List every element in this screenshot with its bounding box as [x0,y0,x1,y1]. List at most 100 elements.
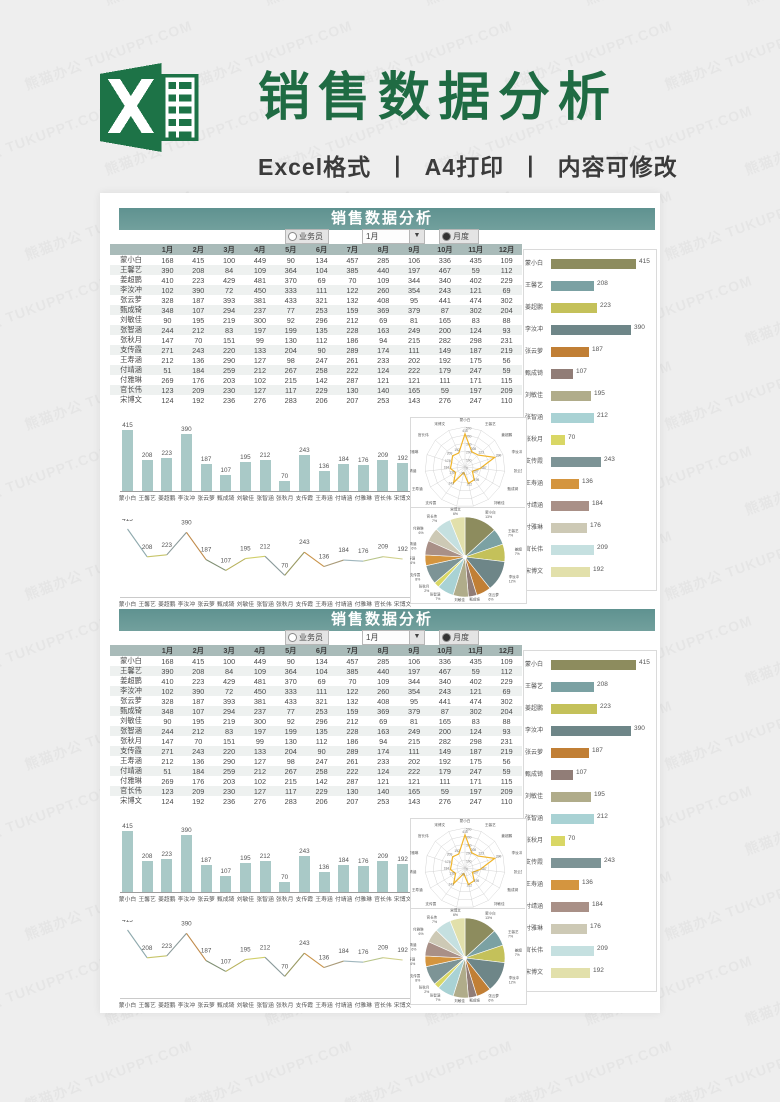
svg-text:192: 192 [397,947,408,954]
svg-text:223: 223 [478,451,484,455]
svg-text:付雅琳: 付雅琳 [413,526,424,531]
svg-text:官长伟: 官长伟 [427,914,438,919]
svg-text:姜超鹏: 姜超鹏 [515,948,522,953]
svg-text:187: 187 [481,867,487,871]
svg-text:184: 184 [338,948,349,955]
svg-text:甄成锜: 甄成锜 [469,597,480,602]
svg-text:蒙小白: 蒙小白 [460,818,471,823]
svg-text:6%: 6% [419,932,424,936]
svg-text:390: 390 [181,921,192,928]
svg-text:2%: 2% [424,589,429,593]
svg-text:7%: 7% [515,552,520,556]
svg-text:390: 390 [181,520,192,527]
svg-text:张智涵: 张智涵 [430,592,441,597]
svg-text:176: 176 [445,860,451,864]
svg-text:184: 184 [338,547,349,554]
svg-text:王寿涵: 王寿涵 [412,486,423,491]
svg-text:7%: 7% [432,519,437,523]
svg-text:208: 208 [142,544,153,551]
svg-text:6%: 6% [453,913,458,917]
svg-text:付靖涵: 付靖涵 [410,468,417,473]
svg-text:176: 176 [358,949,369,956]
svg-text:王寿涵: 王寿涵 [412,887,423,892]
svg-text:12%: 12% [509,579,516,583]
svg-text:张云萝: 张云萝 [514,869,522,874]
svg-text:官长伟: 官长伟 [427,513,438,518]
svg-text:张云萝: 张云萝 [488,993,499,998]
svg-text:0: 0 [466,467,468,471]
svg-text:200: 200 [466,852,472,856]
svg-text:李汝冲: 李汝冲 [512,449,522,454]
svg-text:7%: 7% [435,998,440,1002]
svg-text:宋博文: 宋博文 [434,822,445,827]
svg-text:刘敏佳: 刘敏佳 [454,597,465,602]
svg-text:官长伟: 官长伟 [418,833,429,838]
svg-text:支传霞: 支传霞 [425,500,436,505]
svg-text:176: 176 [445,459,451,463]
svg-text:195: 195 [474,478,480,482]
svg-text:100: 100 [466,860,472,864]
svg-text:6%: 6% [411,546,416,550]
svg-text:王寿涵: 王寿涵 [410,956,416,961]
svg-text:甄成锜: 甄成锜 [469,998,480,1003]
svg-text:7%: 7% [432,920,437,924]
svg-text:192: 192 [397,546,408,553]
svg-text:107: 107 [221,558,232,565]
svg-text:212: 212 [467,483,473,487]
svg-text:8%: 8% [415,578,420,582]
svg-text:415: 415 [122,920,133,924]
svg-text:李汝冲: 李汝冲 [509,574,520,579]
svg-text:13%: 13% [485,916,492,920]
svg-text:刘敏佳: 刘敏佳 [454,998,465,1003]
svg-text:王馨艺: 王馨艺 [485,421,496,426]
svg-text:415: 415 [122,519,133,523]
svg-text:4%: 4% [410,962,415,966]
svg-text:付雅琳: 付雅琳 [410,449,419,454]
svg-text:390: 390 [496,855,502,859]
svg-text:6%: 6% [488,598,493,602]
svg-text:192: 192 [454,448,460,452]
svg-text:13%: 13% [485,515,492,519]
svg-text:王馨艺: 王馨艺 [508,528,519,533]
svg-text:宋博文: 宋博文 [450,507,461,511]
svg-text:李汝冲: 李汝冲 [509,975,520,980]
svg-text:100: 100 [466,459,472,463]
svg-text:姜超鹏: 姜超鹏 [515,547,522,552]
svg-text:张秋月: 张秋月 [419,985,430,990]
svg-text:136: 136 [319,955,330,962]
svg-text:136: 136 [449,470,455,474]
svg-text:付靖涵: 付靖涵 [410,541,417,546]
svg-text:243: 243 [448,882,454,886]
svg-text:7%: 7% [515,953,520,957]
svg-text:张智涵: 张智涵 [430,993,441,998]
svg-text:208: 208 [142,945,153,952]
svg-text:212: 212 [467,884,473,888]
svg-text:70: 70 [281,563,288,570]
svg-text:支传霞: 支传霞 [410,973,421,978]
svg-text:208: 208 [471,848,477,852]
svg-text:12%: 12% [509,980,516,984]
svg-text:刘敏佳: 刘敏佳 [494,500,505,505]
svg-text:蒙小白: 蒙小白 [460,417,471,422]
svg-text:宋博文: 宋博文 [434,421,445,426]
svg-text:王馨艺: 王馨艺 [508,929,519,934]
svg-text:107: 107 [473,469,479,473]
svg-text:宋博文: 宋博文 [450,908,461,912]
svg-text:107: 107 [473,870,479,874]
svg-text:7%: 7% [508,534,513,538]
svg-text:6%: 6% [488,999,493,1003]
svg-text:195: 195 [474,879,480,883]
svg-text:243: 243 [299,940,310,947]
svg-text:223: 223 [162,943,173,950]
svg-text:付雅琳: 付雅琳 [413,927,424,932]
svg-text:付靖涵: 付靖涵 [410,942,417,947]
svg-text:208: 208 [471,447,477,451]
svg-text:192: 192 [454,849,460,853]
svg-text:王寿涵: 王寿涵 [410,555,416,560]
svg-text:张云萝: 张云萝 [488,592,499,597]
svg-text:甄成锜: 甄成锜 [507,486,518,491]
svg-text:支传霞: 支传霞 [425,901,436,906]
svg-text:支传霞: 支传霞 [410,572,421,577]
svg-text:姜超鹏: 姜超鹏 [501,432,512,437]
svg-text:刘敏佳: 刘敏佳 [494,901,505,906]
